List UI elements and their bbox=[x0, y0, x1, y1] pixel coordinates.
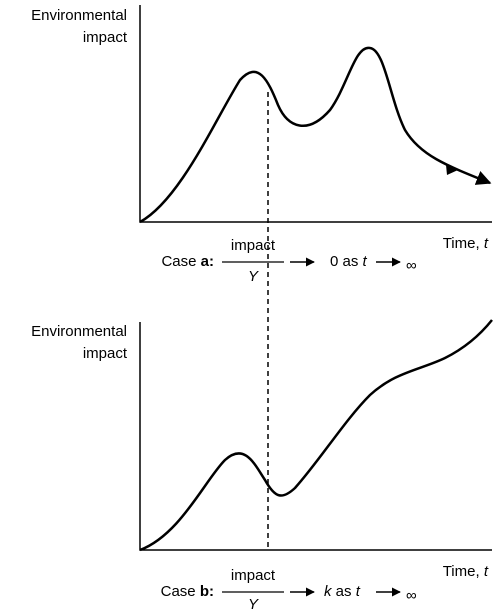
x-label: Time, t bbox=[443, 235, 489, 252]
x-label-var: t bbox=[484, 563, 489, 580]
case-letter: b: bbox=[200, 583, 214, 600]
result-text: as bbox=[336, 583, 352, 600]
limit: ∞ bbox=[406, 257, 417, 274]
panel-a: Environmental impact Time, t Case a: imp… bbox=[31, 5, 492, 285]
case-text: Case bbox=[161, 583, 196, 600]
x-label: Time, t bbox=[443, 563, 489, 580]
result-text: 0 as bbox=[330, 253, 358, 270]
result-var: t bbox=[363, 253, 368, 270]
x-label-var: t bbox=[484, 235, 489, 252]
panel-b: Environmental impact Time, t Case b: imp… bbox=[31, 319, 493, 613]
y-label: Environmental bbox=[31, 323, 127, 340]
result-var: k bbox=[324, 583, 333, 600]
result-var: t bbox=[356, 583, 361, 600]
y-label: impact bbox=[83, 345, 128, 362]
axes bbox=[139, 5, 492, 223]
numerator: impact bbox=[231, 567, 276, 584]
curve bbox=[139, 319, 493, 552]
case-label: Case b: bbox=[161, 583, 214, 600]
result: 0 as t bbox=[330, 253, 368, 270]
denominator: Y bbox=[248, 596, 259, 613]
denominator: Y bbox=[248, 268, 259, 285]
arrowhead bbox=[446, 165, 458, 175]
case-letter: a: bbox=[201, 253, 214, 270]
limit: ∞ bbox=[406, 587, 417, 604]
x-label-text: Time, bbox=[443, 235, 480, 252]
y-label: Environmental bbox=[31, 7, 127, 24]
result: k as t bbox=[324, 583, 361, 600]
curve bbox=[139, 46, 492, 224]
numerator: impact bbox=[231, 237, 276, 254]
y-label: impact bbox=[83, 29, 128, 46]
case-text: Case bbox=[161, 253, 196, 270]
case-label: Case a: bbox=[161, 253, 214, 270]
x-label-text: Time, bbox=[443, 563, 480, 580]
axes bbox=[139, 322, 492, 551]
